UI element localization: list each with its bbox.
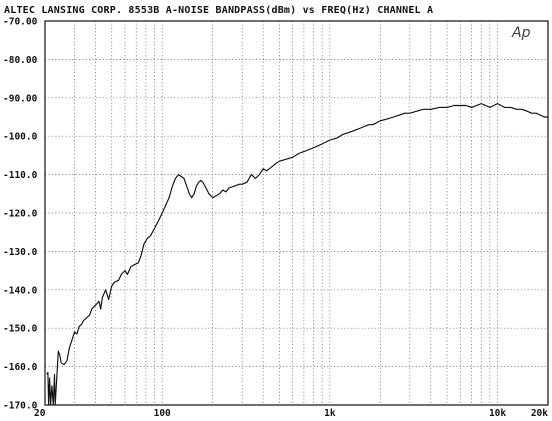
chart-title: ALTEC LANSING CORP. 8553B A-NOISE BANDPA… — [4, 5, 433, 16]
x-tick-label: 20k — [531, 408, 548, 419]
x-tick-label: 20 — [34, 408, 46, 419]
y-tick-label: -140.0 — [3, 285, 38, 296]
y-tick-label: -170.0 — [3, 401, 38, 412]
y-tick-label: -150.0 — [3, 324, 38, 335]
y-tick-label: -130.0 — [3, 247, 38, 258]
y-tick-labels: -70.00 -80.00 -90.00 -100.0 -110.0 -120.0 -130… — [3, 17, 38, 412]
x-tick-label: 1k — [324, 408, 336, 419]
y-tick-label: -110.0 — [3, 170, 38, 181]
series-line — [46, 103, 548, 406]
series-layer — [46, 103, 548, 406]
y-tick-label: -120.0 — [3, 209, 38, 220]
y-tick-label: -80.00 — [3, 55, 38, 66]
plot-frame — [44, 20, 549, 406]
y-tick-label: -90.00 — [3, 93, 38, 104]
ap-logo: Ap — [511, 25, 531, 41]
x-tick-labels: 20 100 1k 10k 20k — [34, 408, 548, 419]
y-tick-label: -160.0 — [3, 362, 38, 373]
x-tick-label: 100 — [154, 408, 171, 419]
grid — [45, 21, 548, 405]
y-tick-label: -100.0 — [3, 132, 38, 143]
y-tick-label: -70.00 — [3, 17, 38, 28]
x-tick-label: 10k — [489, 408, 506, 419]
